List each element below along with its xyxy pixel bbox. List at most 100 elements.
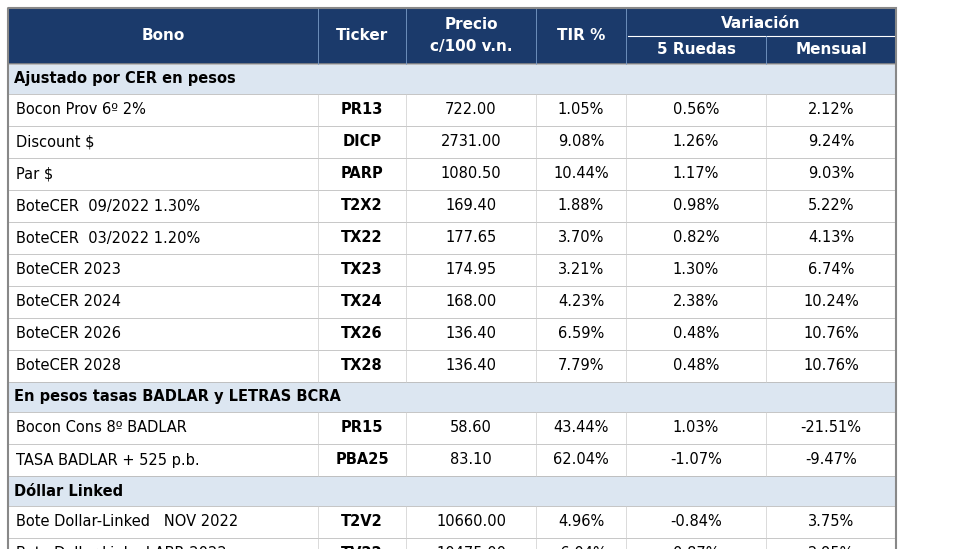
Text: -1.07%: -1.07% [670, 452, 722, 468]
Text: 4.13%: 4.13% [808, 231, 854, 245]
Text: BoteCER  09/2022 1.30%: BoteCER 09/2022 1.30% [16, 199, 200, 214]
Text: 177.65: 177.65 [445, 231, 497, 245]
Text: 1.03%: 1.03% [673, 421, 719, 435]
Text: Precio: Precio [444, 18, 498, 32]
Text: Mensual: Mensual [795, 42, 867, 57]
Text: BoteCER 2023: BoteCER 2023 [16, 262, 121, 277]
Text: Bocon Prov 6º 2%: Bocon Prov 6º 2% [16, 103, 146, 117]
Text: 168.00: 168.00 [445, 294, 497, 310]
Text: 83.10: 83.10 [450, 452, 492, 468]
Bar [8, 318, 896, 350]
Text: 2.12%: 2.12% [808, 103, 855, 117]
Text: 3.75%: 3.75% [808, 514, 855, 529]
Bar [8, 412, 896, 444]
Text: Bote Dollar-Linked ABR 2022: Bote Dollar-Linked ABR 2022 [16, 546, 226, 549]
Text: 2731.00: 2731.00 [441, 135, 502, 149]
Text: 43.44%: 43.44% [554, 421, 609, 435]
Text: 5.22%: 5.22% [808, 199, 855, 214]
Text: 2.95%: 2.95% [808, 546, 855, 549]
Text: 10.76%: 10.76% [804, 327, 858, 341]
Text: 1080.50: 1080.50 [441, 166, 502, 182]
Text: c/100 v.n.: c/100 v.n. [430, 38, 513, 54]
Bar [8, 350, 896, 382]
Text: BoteCER 2026: BoteCER 2026 [16, 327, 121, 341]
Bar [8, 476, 896, 506]
Text: 10.76%: 10.76% [804, 358, 858, 373]
Text: Discount $: Discount $ [16, 135, 94, 149]
Text: Bote Dollar-Linked   NOV 2022: Bote Dollar-Linked NOV 2022 [16, 514, 238, 529]
Text: T2X2: T2X2 [341, 199, 383, 214]
Text: -6.04%: -6.04% [555, 546, 607, 549]
Text: 1.05%: 1.05% [558, 103, 605, 117]
Text: 4.96%: 4.96% [558, 514, 604, 529]
Text: BoteCER  03/2022 1.20%: BoteCER 03/2022 1.20% [16, 231, 200, 245]
Bar [8, 190, 896, 222]
Text: Dóllar Linked: Dóllar Linked [14, 484, 123, 498]
Text: 0.48%: 0.48% [673, 358, 719, 373]
Text: 0.48%: 0.48% [673, 327, 719, 341]
Text: PR15: PR15 [341, 421, 383, 435]
Text: TX22: TX22 [341, 231, 383, 245]
Text: TX26: TX26 [341, 327, 383, 341]
Text: Bocon Cons 8º BADLAR: Bocon Cons 8º BADLAR [16, 421, 187, 435]
Bar [8, 254, 896, 286]
Text: 136.40: 136.40 [446, 358, 497, 373]
Text: En pesos tasas BADLAR y LETRAS BCRA: En pesos tasas BADLAR y LETRAS BCRA [14, 389, 341, 405]
Bar [8, 158, 896, 190]
Text: 9.08%: 9.08% [558, 135, 605, 149]
Bar [8, 506, 896, 538]
Bar [8, 444, 896, 476]
Text: Variación: Variación [721, 16, 801, 31]
Text: -21.51%: -21.51% [801, 421, 861, 435]
Text: 722.00: 722.00 [445, 103, 497, 117]
Text: DICP: DICP [342, 135, 381, 149]
Text: 6.74%: 6.74% [808, 262, 855, 277]
Text: Par $: Par $ [16, 166, 53, 182]
Text: -9.47%: -9.47% [806, 452, 857, 468]
Text: 10.24%: 10.24% [804, 294, 858, 310]
Text: Bono: Bono [141, 29, 184, 43]
Text: 3.70%: 3.70% [558, 231, 605, 245]
Text: BoteCER 2028: BoteCER 2028 [16, 358, 121, 373]
Text: 4.23%: 4.23% [558, 294, 604, 310]
Text: 169.40: 169.40 [446, 199, 497, 214]
Text: Ticker: Ticker [336, 29, 388, 43]
Text: 9.03%: 9.03% [808, 166, 855, 182]
Text: 58.60: 58.60 [450, 421, 492, 435]
Bar [8, 94, 896, 126]
Text: 1.88%: 1.88% [558, 199, 604, 214]
Text: 1.30%: 1.30% [673, 262, 719, 277]
Text: 0.56%: 0.56% [673, 103, 719, 117]
Bar [8, 64, 896, 94]
Text: 1.17%: 1.17% [673, 166, 719, 182]
Text: 10.44%: 10.44% [553, 166, 609, 182]
Text: T2V2: T2V2 [341, 514, 383, 529]
Text: 0.87%: 0.87% [672, 546, 719, 549]
Text: 3.21%: 3.21% [558, 262, 604, 277]
Text: 10660.00: 10660.00 [436, 514, 506, 529]
Text: TASA BADLAR + 525 p.b.: TASA BADLAR + 525 p.b. [16, 452, 200, 468]
Text: BoteCER 2024: BoteCER 2024 [16, 294, 121, 310]
Text: TX28: TX28 [341, 358, 383, 373]
Text: 6.59%: 6.59% [558, 327, 604, 341]
Text: PARP: PARP [341, 166, 383, 182]
Text: TX24: TX24 [341, 294, 383, 310]
Text: TV22: TV22 [341, 546, 383, 549]
Text: 9.24%: 9.24% [808, 135, 855, 149]
Text: 5 Ruedas: 5 Ruedas [657, 42, 736, 57]
Text: 0.82%: 0.82% [672, 231, 719, 245]
Bar [8, 286, 896, 318]
Text: 2.38%: 2.38% [673, 294, 719, 310]
Text: TX23: TX23 [341, 262, 383, 277]
Bar [8, 126, 896, 158]
Text: 1.26%: 1.26% [673, 135, 719, 149]
Bar [8, 8, 896, 64]
Text: Ajustado por CER en pesos: Ajustado por CER en pesos [14, 71, 236, 87]
Text: 136.40: 136.40 [446, 327, 497, 341]
Text: 62.04%: 62.04% [553, 452, 609, 468]
Bar [8, 382, 896, 412]
Text: 0.98%: 0.98% [673, 199, 719, 214]
Bar [8, 538, 896, 549]
Text: 7.79%: 7.79% [558, 358, 605, 373]
Text: -0.84%: -0.84% [670, 514, 722, 529]
